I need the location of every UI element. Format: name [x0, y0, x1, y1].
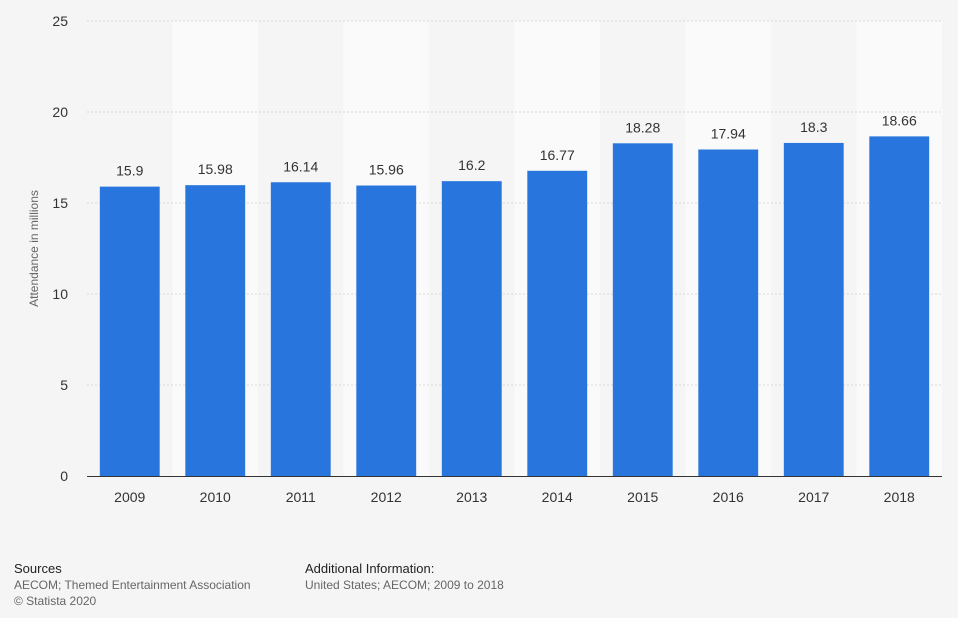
data-label: 16.77 — [540, 147, 575, 163]
additional-info-line: United States; AECOM; 2009 to 2018 — [305, 578, 504, 592]
bars — [99, 136, 930, 476]
data-label: 15.96 — [369, 162, 404, 178]
y-tick-label: 0 — [60, 468, 68, 484]
data-label: 16.14 — [283, 158, 318, 174]
data-label: 18.66 — [882, 112, 917, 128]
bar — [612, 143, 673, 476]
x-tick-label: 2009 — [114, 489, 145, 505]
x-tick-label: 2012 — [371, 489, 402, 505]
x-tick-label: 2018 — [884, 489, 915, 505]
data-label: 17.94 — [711, 125, 746, 141]
y-tick-label: 15 — [52, 195, 68, 211]
data-label: 16.2 — [458, 157, 485, 173]
y-tick-label: 20 — [52, 104, 68, 120]
bar — [783, 142, 844, 476]
sources-line: AECOM; Themed Entertainment Association — [14, 578, 251, 592]
bar — [698, 149, 759, 476]
y-tick-label: 25 — [52, 13, 68, 29]
copyright-line: © Statista 2020 — [14, 594, 97, 608]
x-tick-label: 2013 — [456, 489, 487, 505]
y-axis-label: Attendance in millions — [27, 190, 41, 307]
bar-chart: 15.9 15.98 16.14 15.96 16.2 16.77 18.28 17.94 18… — [27, 13, 942, 505]
additional-info-heading: Additional Information: — [305, 561, 435, 576]
x-tick-label: 2011 — [286, 489, 316, 505]
x-tick-label: 2010 — [200, 489, 231, 505]
y-tick-label: 10 — [52, 286, 68, 302]
x-tick-label: 2017 — [798, 489, 829, 505]
data-label: 15.9 — [116, 163, 143, 179]
bar — [270, 182, 331, 476]
x-tick-label: 2016 — [713, 489, 744, 505]
data-label: 15.98 — [198, 161, 233, 177]
sources-block: Sources AECOM; Themed Entertainment Asso… — [14, 561, 251, 609]
y-tick-label: 5 — [60, 377, 68, 393]
sources-heading: Sources — [14, 561, 62, 576]
bar — [185, 185, 246, 476]
bar — [869, 136, 930, 476]
x-tick-label: 2014 — [542, 489, 573, 505]
bar — [356, 185, 417, 476]
data-label: 18.28 — [625, 119, 660, 135]
bar — [441, 181, 502, 476]
bar — [527, 170, 588, 476]
y-axis-ticks: 0 5 10 15 20 25 — [52, 13, 68, 484]
data-label: 18.3 — [800, 119, 827, 135]
x-tick-label: 2015 — [627, 489, 658, 505]
bar — [99, 186, 160, 476]
additional-info-block: Additional Information: United States; A… — [305, 561, 504, 593]
x-axis-ticks: 2009 2010 2011 2012 2013 2014 2015 2016 2017 2018 — [114, 489, 915, 505]
data-labels: 15.9 15.98 16.14 15.96 16.2 16.77 18.28 17.94 18… — [116, 112, 917, 178]
